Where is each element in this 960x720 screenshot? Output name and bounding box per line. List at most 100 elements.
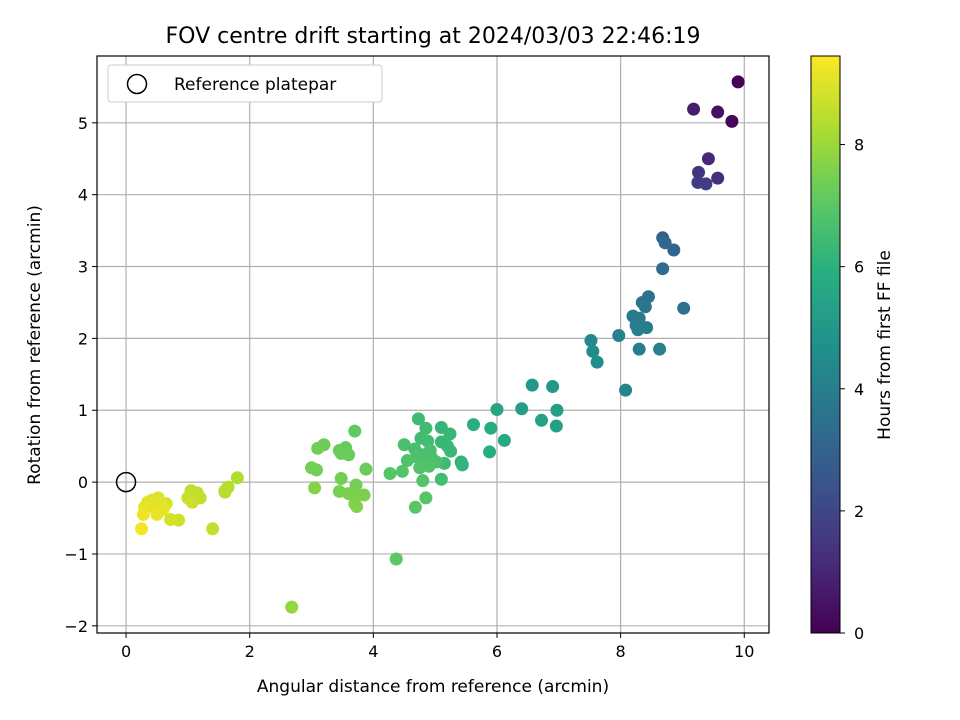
data-point — [692, 165, 706, 179]
data-point — [348, 424, 362, 438]
data-point — [135, 522, 149, 536]
legend-box — [107, 64, 383, 103]
x-tick-label: 2 — [245, 642, 255, 661]
data-point — [397, 438, 411, 452]
y-tick-label: −2 — [64, 617, 88, 636]
data-point — [653, 342, 667, 356]
data-point — [667, 243, 681, 257]
data-point — [638, 300, 652, 314]
data-point — [389, 552, 403, 566]
data-point — [731, 75, 745, 89]
data-point — [484, 421, 498, 435]
data-point — [584, 334, 598, 348]
data-point — [395, 464, 409, 478]
y-tick-label: 5 — [78, 114, 88, 133]
data-point — [444, 444, 458, 458]
data-point — [206, 522, 220, 536]
data-point — [711, 105, 725, 119]
colorbar: 0 2 4 6 8 Hours from first FF file — [810, 55, 895, 643]
colorbar-tick-label: 2 — [854, 502, 864, 521]
data-point — [230, 471, 244, 485]
data-point — [632, 342, 646, 356]
data-point — [677, 301, 691, 315]
data-point — [711, 171, 725, 185]
data-point — [311, 441, 325, 455]
colorbar-ticks: 0 2 4 6 8 — [840, 136, 864, 643]
data-points — [135, 75, 745, 614]
y-tick-label: −1 — [64, 545, 88, 564]
data-point — [443, 427, 457, 441]
data-point — [349, 478, 363, 492]
data-point — [619, 383, 633, 397]
plot-frame — [96, 55, 770, 634]
legend-label: Reference platepar — [174, 75, 336, 95]
data-point — [515, 402, 529, 416]
legend: Reference platepar — [107, 64, 383, 103]
colorbar-tick-label: 8 — [854, 136, 864, 155]
x-tick-label: 6 — [492, 642, 502, 661]
data-point — [419, 491, 433, 505]
data-point — [687, 102, 701, 116]
x-tick-label: 0 — [121, 642, 131, 661]
colorbar-gradient — [810, 55, 841, 634]
data-point — [483, 445, 497, 459]
data-point — [357, 488, 371, 502]
data-point — [308, 481, 322, 495]
y-tick-label: 4 — [78, 186, 88, 205]
data-point — [285, 600, 299, 614]
data-point — [156, 502, 170, 516]
legend-marker-open-circle — [126, 73, 148, 95]
y-tick-label: 1 — [78, 401, 88, 420]
data-point — [534, 413, 548, 427]
colorbar-label: Hours from first FF file — [875, 250, 895, 440]
data-point — [699, 177, 713, 191]
x-tick-label: 4 — [368, 642, 378, 661]
data-point — [701, 152, 715, 166]
data-point — [136, 507, 150, 521]
y-axis-label: Rotation from reference (arcmin) — [25, 205, 45, 485]
data-point — [549, 419, 563, 433]
data-point — [497, 433, 511, 447]
data-point — [490, 403, 504, 417]
data-point — [334, 472, 348, 486]
data-point — [185, 495, 199, 509]
data-point — [590, 355, 604, 369]
data-point — [419, 421, 433, 435]
data-point — [413, 461, 427, 475]
data-point — [350, 500, 364, 514]
data-point — [550, 403, 564, 417]
data-point — [408, 500, 422, 514]
y-tick-label: 3 — [78, 258, 88, 277]
data-point — [164, 512, 178, 526]
data-point — [416, 474, 430, 488]
x-axis-ticks: 0 2 4 6 8 10 — [121, 633, 754, 661]
x-tick-label: 10 — [734, 642, 754, 661]
y-tick-label: 0 — [78, 473, 88, 492]
data-point — [411, 412, 425, 426]
data-point — [342, 448, 356, 462]
reference-platepar-point — [115, 471, 137, 493]
data-point — [383, 466, 397, 480]
colorbar-tick-label: 4 — [854, 380, 864, 399]
data-point — [400, 454, 414, 468]
data-point — [434, 472, 448, 486]
data-point — [631, 323, 645, 337]
chart-title: FOV centre drift starting at 2024/03/03 … — [166, 24, 701, 49]
y-axis-ticks: −2 −1 0 1 2 3 4 5 — [64, 114, 97, 636]
data-point — [525, 378, 539, 392]
y-tick-label: 2 — [78, 329, 88, 348]
data-point — [218, 485, 232, 499]
gridlines — [97, 56, 769, 633]
x-tick-label: 8 — [616, 642, 626, 661]
data-point — [546, 380, 560, 394]
data-point — [586, 344, 600, 358]
x-axis-label: Angular distance from reference (arcmin) — [257, 677, 609, 697]
data-point — [725, 114, 739, 128]
data-point — [309, 463, 323, 477]
data-point — [656, 262, 670, 276]
reference-marker — [115, 471, 137, 493]
data-point — [466, 418, 480, 432]
colorbar-tick-label: 0 — [854, 624, 864, 643]
data-point — [359, 462, 373, 476]
